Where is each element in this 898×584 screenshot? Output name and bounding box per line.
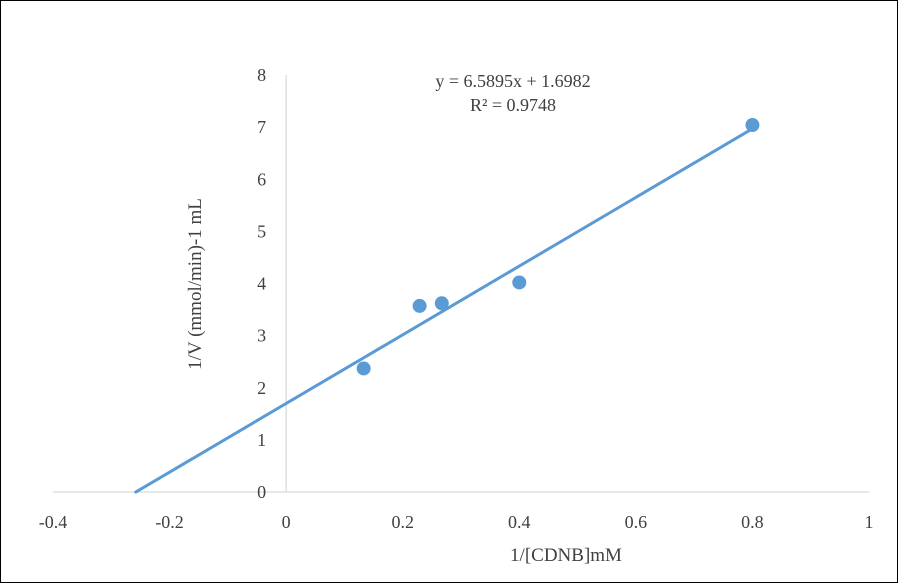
data-point	[745, 118, 760, 133]
y-tick-label: 0	[257, 482, 266, 502]
y-tick-label: 5	[257, 221, 266, 241]
data-point	[412, 298, 427, 313]
x-tick-label: 0	[282, 512, 291, 532]
x-tick-label: 0.8	[741, 512, 764, 532]
y-tick-label: 4	[257, 274, 266, 294]
tick-labels: -0.4 -0.2 0 0.2 0.4 0.6 0.8 1 0 1 2 3 4 5 6 7 8	[39, 65, 874, 532]
trendline-layer	[134, 127, 754, 494]
x-tick-label: -0.4	[39, 512, 68, 532]
data-points	[356, 118, 760, 376]
x-tick-label: 1	[865, 512, 874, 532]
y-axis-title: 1/V (mmol/min)-1 mL	[185, 198, 206, 370]
x-axis-title: 1/[CDNB]mM	[510, 545, 622, 566]
y-tick-label: 8	[257, 65, 266, 85]
y-tick-label: 7	[257, 117, 266, 137]
y-tick-label: 2	[257, 378, 266, 398]
x-tick-label: 0.4	[508, 512, 531, 532]
trendline	[134, 127, 754, 494]
x-tick-label: 0.2	[391, 512, 414, 532]
data-point	[512, 275, 527, 290]
data-point	[434, 296, 449, 311]
y-tick-label: 6	[257, 169, 266, 189]
y-tick-label: 3	[257, 326, 266, 346]
x-tick-label: 0.6	[625, 512, 648, 532]
data-point	[356, 361, 371, 376]
trendline-equation: y = 6.5895x + 1.6982	[435, 71, 590, 91]
x-tick-label: -0.2	[155, 512, 184, 532]
trendline-r-squared: R² = 0.9748	[470, 95, 556, 115]
y-tick-label: 1	[257, 430, 266, 450]
axes	[53, 75, 869, 493]
